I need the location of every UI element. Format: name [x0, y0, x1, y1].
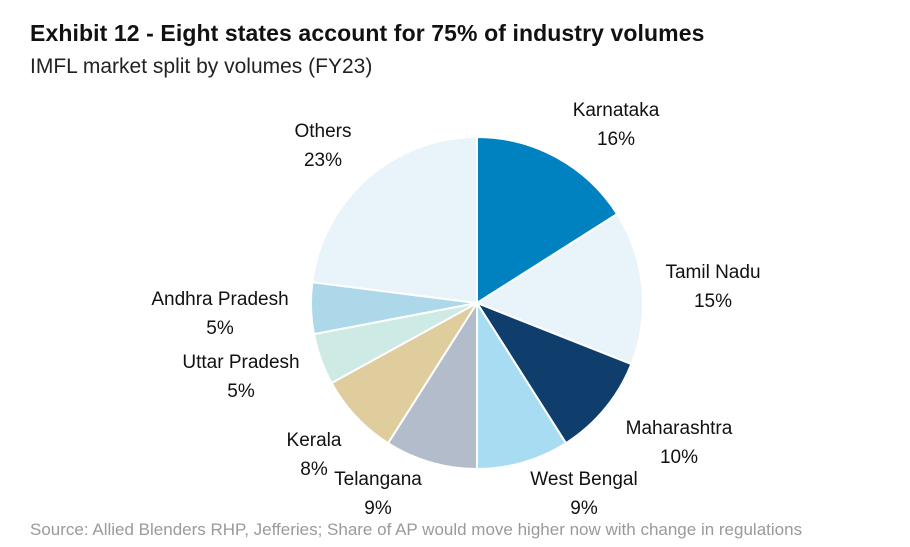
- pie-slice-others: [311, 135, 478, 305]
- slice-value-west-bengal: 9%: [570, 498, 598, 515]
- slice-value-telangana: 9%: [364, 498, 392, 515]
- pie-chart: Karnataka 16% Tamil Nadu 15% Maharashtra 10% W…: [151, 100, 760, 515]
- slice-value-others: 23%: [304, 150, 342, 171]
- slice-value-karnataka: 16%: [597, 129, 635, 150]
- slice-label-kerala: Kerala: [287, 430, 342, 451]
- slice-value-uttar-pradesh: 5%: [227, 381, 255, 402]
- slice-label-tamil-nadu: Tamil Nadu: [665, 262, 760, 283]
- slice-label-karnataka: Karnataka: [573, 100, 660, 121]
- slice-label-others: Others: [294, 121, 351, 142]
- pie-slice-karnataka: [476, 135, 619, 305]
- chart-title: Exhibit 12 - Eight states account for 75…: [30, 20, 705, 46]
- slice-label-west-bengal: West Bengal: [530, 469, 637, 490]
- pie-slice-telangana: [386, 299, 478, 471]
- slice-label-uttar-pradesh: Uttar Pradesh: [182, 352, 299, 373]
- slice-label-andhra-pradesh: Andhra Pradesh: [151, 289, 288, 310]
- slice-label-maharashtra: Maharashtra: [626, 418, 733, 439]
- pie-slices: [310, 135, 644, 471]
- pie-slice-west-bengal: [476, 299, 568, 471]
- slice-label-telangana: Telangana: [334, 469, 422, 490]
- chart-subtitle: IMFL market split by volumes (FY23): [30, 55, 373, 78]
- slice-value-andhra-pradesh: 5%: [206, 318, 234, 339]
- pie-slice-maharashtra: [474, 300, 633, 445]
- source-note: Source: Allied Blenders RHP, Jefferies; …: [30, 520, 803, 539]
- pie-slice-tamil-nadu: [474, 212, 644, 366]
- slice-value-kerala: 8%: [300, 459, 328, 480]
- slice-value-maharashtra: 10%: [660, 447, 698, 468]
- slice-value-tamil-nadu: 15%: [694, 291, 732, 312]
- pie-labels: Karnataka 16% Tamil Nadu 15% Maharashtra 10% W…: [151, 100, 760, 515]
